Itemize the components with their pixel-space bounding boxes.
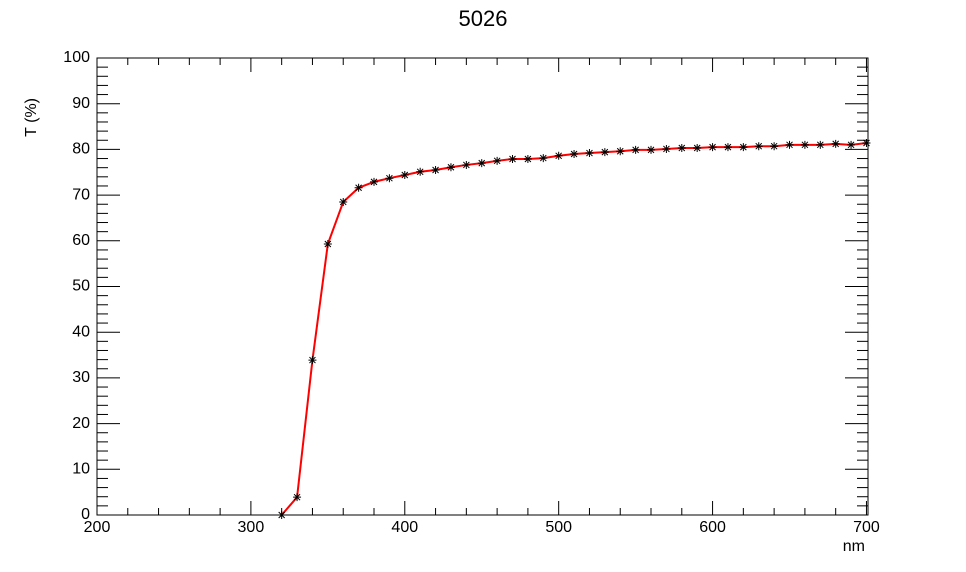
y-tick-label: 20: [72, 415, 90, 432]
chart-title: 5026: [459, 6, 508, 31]
data-point: [600, 148, 609, 157]
data-point: [585, 149, 594, 158]
data-point: [677, 144, 686, 153]
data-point: [293, 493, 302, 502]
y-tick-label: 10: [72, 461, 90, 478]
y-tick-label: 50: [72, 278, 90, 295]
data-point: [693, 144, 702, 153]
plot-frame: [96, 57, 869, 516]
y-tick-label: 40: [72, 323, 90, 340]
data-point: [385, 174, 394, 183]
x-tick-label: 500: [545, 519, 572, 536]
data-point: [339, 197, 348, 206]
data-point: [739, 143, 748, 152]
y-tick-label: 70: [72, 186, 90, 203]
data-point: [523, 154, 532, 163]
y-tick-label: 100: [63, 49, 90, 66]
data-point: [416, 167, 425, 176]
data-line: [280, 142, 867, 516]
data-point: [647, 145, 656, 154]
x-tick-label: 700: [853, 519, 880, 536]
data-point: [831, 139, 840, 148]
data-point: [308, 356, 317, 365]
x-axis-label: nm: [843, 538, 865, 555]
y-tick-label: 90: [72, 95, 90, 112]
data-point: [277, 511, 286, 519]
data-point: [493, 156, 502, 165]
y-axis-label: T (%): [23, 98, 40, 137]
data-point: [754, 142, 763, 151]
x-tick-label: 200: [84, 519, 111, 536]
data-point: [446, 163, 455, 172]
data-point: [462, 160, 471, 169]
x-tick-label: 400: [391, 519, 418, 536]
data-point: [816, 140, 825, 149]
data-point: [508, 154, 517, 163]
data-point: [723, 143, 732, 152]
data-point: [570, 149, 579, 158]
data-point: [847, 140, 856, 149]
data-point: [662, 144, 671, 153]
data-point: [708, 143, 717, 152]
data-point: [785, 140, 794, 149]
x-tick-label: 600: [699, 519, 726, 536]
data-point: [323, 239, 332, 248]
data-point: [539, 154, 548, 163]
data-point: [631, 145, 640, 154]
data-point: [477, 159, 486, 168]
data-point: [770, 142, 779, 151]
data-point: [800, 140, 809, 149]
y-tick-label: 0: [81, 506, 90, 523]
data-point: [616, 147, 625, 156]
data-point: [431, 165, 440, 174]
data-point: [370, 177, 379, 186]
data-point: [400, 170, 409, 179]
y-tick-label: 30: [72, 369, 90, 386]
x-tick-label: 300: [238, 519, 265, 536]
y-tick-label: 60: [72, 232, 90, 249]
y-tick-label: 80: [72, 141, 90, 158]
data-point: [554, 151, 563, 160]
data-point: [862, 139, 871, 148]
data-point: [354, 183, 363, 192]
